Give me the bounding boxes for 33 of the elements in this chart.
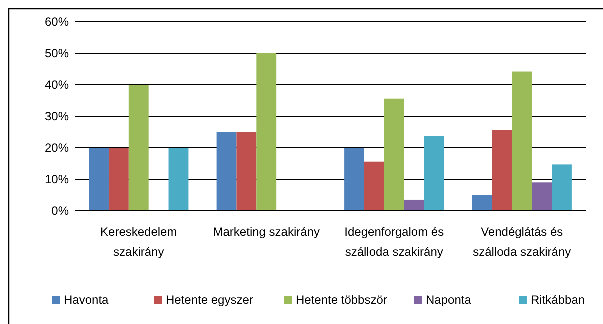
bar [532, 182, 552, 211]
bar [492, 130, 512, 211]
bar [216, 132, 237, 211]
legend-label: Naponta [426, 293, 472, 307]
legend-label: Hetente többször [296, 293, 388, 307]
y-tick-label: 40% [44, 78, 70, 92]
bar [89, 148, 109, 211]
y-tick-label: 60% [44, 15, 70, 30]
x-tick-label: Vendéglátás és szálloda szakirány [473, 225, 572, 259]
x-tick-label: Idegenforgalom és szálloda szakirány [344, 225, 444, 259]
y-tick-label: 50% [44, 46, 70, 61]
y-tick-label: 30% [44, 110, 70, 124]
bar [404, 200, 424, 211]
x-tick-label: Kereskedelem szakirány [100, 225, 178, 259]
bar [256, 54, 277, 211]
y-tick-label: 0% [52, 204, 70, 218]
bar [424, 136, 444, 211]
bar [344, 148, 364, 211]
bar [108, 148, 129, 211]
y-tick-label: 10% [44, 172, 70, 187]
bar [128, 85, 149, 211]
legend-label: Hetente egyszer [166, 293, 254, 307]
x-tick-label: Marketing szakirány [213, 225, 320, 239]
bar [364, 162, 384, 211]
legend-label: Ritkábban [531, 293, 586, 307]
bar [552, 164, 572, 211]
bar [168, 148, 189, 211]
bar [472, 195, 492, 211]
legend-label: Havonta [64, 293, 110, 307]
y-tick-label: 20% [44, 141, 70, 156]
bar [236, 132, 257, 211]
bar [512, 72, 532, 211]
bar [384, 98, 404, 211]
